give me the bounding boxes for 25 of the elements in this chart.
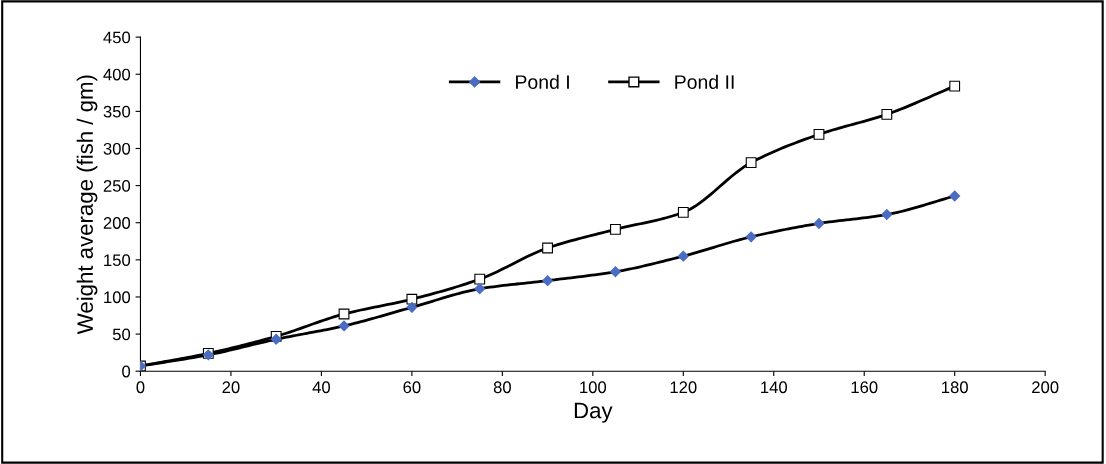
x-tick-label: 80 [493,381,511,394]
x-tick-label: 180 [942,381,968,394]
y-tick-label: 150 [104,254,131,267]
x-tick-label: 200 [1032,381,1059,394]
x-tick-label: 40 [312,381,331,394]
y-tick-label: 300 [103,142,131,155]
y-tick-label: 250 [103,180,131,192]
x-tick-label: 20 [222,381,240,394]
x-tick-label: 120 [670,381,697,394]
x-tick-label: 140 [761,381,788,394]
y-tick-label: 450 [103,31,131,44]
y-tick-label: 400 [103,68,131,81]
x-tick-label: 60 [403,381,421,394]
y-tick-label: 50 [112,328,131,341]
legend-label: Pond I [516,74,569,89]
legend-label: Pond II [675,74,734,89]
y-tick-label: 100 [104,291,131,304]
y-axis-title: Weight average (fish / gm) [76,75,98,335]
x-tick-label: 0 [136,381,145,394]
y-tick-label: 0 [122,365,131,378]
x-axis-title: Day [574,402,613,423]
x-tick-label: 160 [851,381,878,394]
y-tick-label: 200 [103,217,131,229]
y-tick-label: 350 [103,105,131,118]
x-tick-label: 100 [580,381,607,394]
